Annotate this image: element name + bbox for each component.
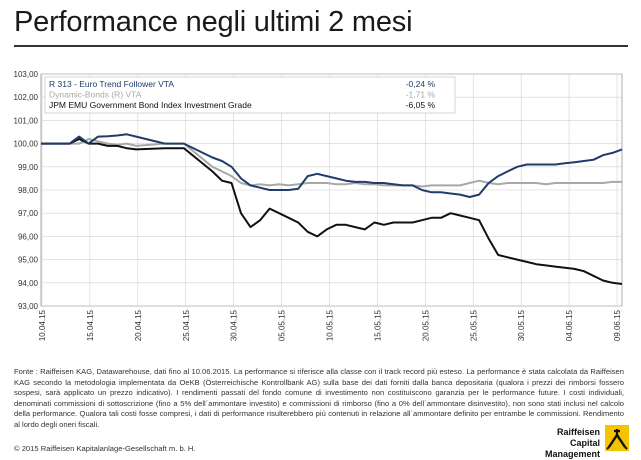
legend-series-name: R 313 - Euro Trend Follower VTA [49, 79, 174, 89]
y-tick-label: 96,00 [18, 232, 39, 241]
logo-text: Raiffeisen Capital Management [520, 427, 600, 460]
y-tick-label: 97,00 [18, 209, 39, 218]
legend-box [44, 76, 456, 114]
x-tick-label: 30.04.15 [230, 309, 239, 341]
x-tick-label: 10.05.15 [326, 309, 335, 341]
x-tick-label: 05.05.15 [278, 309, 287, 341]
raiffeisen-gable-cross-icon [605, 425, 629, 451]
raiffeisen-logo: Raiffeisen Capital Management [520, 425, 630, 459]
legend-series-name: JPM EMU Government Bond Index Investment… [49, 100, 252, 110]
x-tick-label: 10.04.15 [38, 309, 47, 341]
y-tick-label: 93,00 [18, 302, 39, 311]
x-tick-label: 04.06.15 [565, 309, 574, 341]
x-tick-label: 15.04.15 [86, 309, 95, 341]
x-tick-label: 09.06.15 [613, 309, 622, 341]
x-tick-label: 15.05.15 [373, 309, 382, 341]
y-tick-label: 94,00 [18, 279, 39, 288]
title-divider [14, 45, 628, 47]
y-tick-label: 103,00 [14, 70, 39, 79]
y-tick-label: 99,00 [18, 163, 39, 172]
y-axis: 103,00 102,00 101,00 100,00 99,00 98,00 97,00 9… [14, 70, 39, 311]
page-title: Performance negli ultimi 2 mesi [14, 6, 413, 38]
performance-chart: 103,00 102,00 101,00 100,00 99,00 98,00 97,00 9… [14, 70, 623, 341]
x-tick-label: 30.05.15 [517, 309, 526, 341]
series-line-0 [41, 133, 623, 198]
x-tick-label: 25.05.15 [469, 309, 478, 341]
legend-series-name: Dynamic-Bonds (R) VTA [49, 90, 142, 100]
x-axis: 10.04.15 15.04.15 20.04.15 25.04.15 30.04.15… [38, 309, 622, 341]
logo-line1: Raiffeisen [556, 427, 600, 437]
legend: R 313 - Euro Trend Follower VTA -0,24 % Dy… [44, 76, 456, 114]
y-tick-label: 98,00 [18, 186, 39, 195]
series-layer [41, 133, 623, 285]
legend-series-perf: -6,05 % [406, 100, 436, 110]
logo-line2: Capital Management [544, 438, 600, 459]
y-tick-label: 100,00 [14, 140, 39, 149]
y-tick-label: 95,00 [18, 256, 39, 265]
footnote: Fonte : Raiffeisen KAG, Datawarehouse, d… [14, 367, 624, 429]
legend-series-perf: -0,24 % [406, 79, 436, 89]
series-line-2 [41, 138, 623, 285]
x-tick-label: 20.04.15 [134, 309, 143, 341]
copyright: © 2015 Raiffeisen Kapitalanlage-Gesellsc… [14, 444, 196, 453]
legend-series-perf: -1,71 % [406, 90, 436, 100]
y-tick-label: 101,00 [14, 116, 39, 125]
y-tick-label: 102,00 [14, 93, 39, 102]
x-tick-label: 25.04.15 [182, 309, 191, 341]
x-tick-label: 20.05.15 [421, 309, 430, 341]
